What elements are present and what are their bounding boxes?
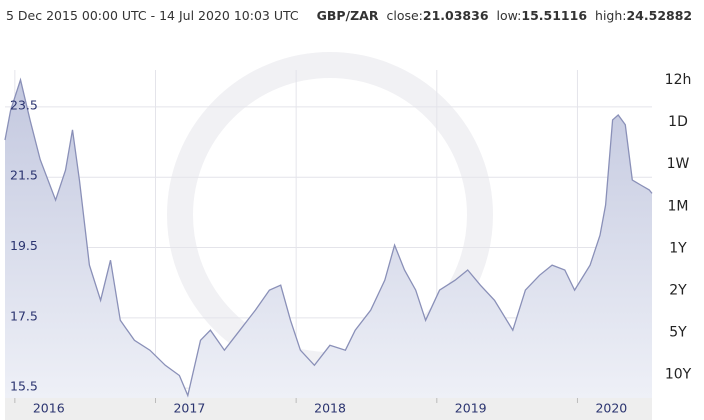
- area: [5, 79, 652, 399]
- y-tick-label: 15.5: [10, 379, 38, 394]
- range-button[interactable]: 1D: [668, 114, 688, 130]
- high-value: 24.52882: [626, 8, 692, 23]
- range-button[interactable]: 10Y: [665, 367, 692, 383]
- line: [4, 77, 653, 398]
- x-tick-label: 2019: [455, 401, 487, 416]
- y-tick-label: 21.5: [10, 168, 38, 183]
- pair: GBP/ZAR: [317, 8, 379, 23]
- header: 5 Dec 2015 00:00 UTC - 14 Jul 2020 10:03…: [6, 8, 692, 23]
- x-tick-label: 2017: [173, 401, 205, 416]
- y-tick-label: 17.5: [10, 308, 38, 323]
- low-value: 15.51116: [521, 8, 587, 23]
- range-button[interactable]: 1Y: [669, 240, 687, 256]
- y-tick-label: 23.5: [10, 97, 38, 112]
- x-axis-band: [5, 398, 652, 420]
- date-range: 5 Dec 2015 00:00 UTC - 14 Jul 2020 10:03…: [6, 8, 299, 23]
- high-label: high:: [595, 8, 626, 23]
- x-tick-label: 2018: [314, 401, 346, 416]
- close-value: 21.03836: [423, 8, 489, 23]
- y-tick-label: 19.5: [10, 238, 38, 253]
- range-button[interactable]: 5Y: [669, 325, 687, 341]
- close-label: close:: [386, 8, 422, 23]
- range-button[interactable]: 1W: [667, 156, 690, 172]
- range-button[interactable]: 1M: [668, 198, 689, 214]
- x-tick-label: 2020: [595, 401, 627, 416]
- range-button[interactable]: 12h: [665, 72, 692, 88]
- range-button[interactable]: 2Y: [669, 283, 687, 299]
- low-label: low:: [497, 8, 522, 23]
- x-tick-label: 2016: [33, 401, 65, 416]
